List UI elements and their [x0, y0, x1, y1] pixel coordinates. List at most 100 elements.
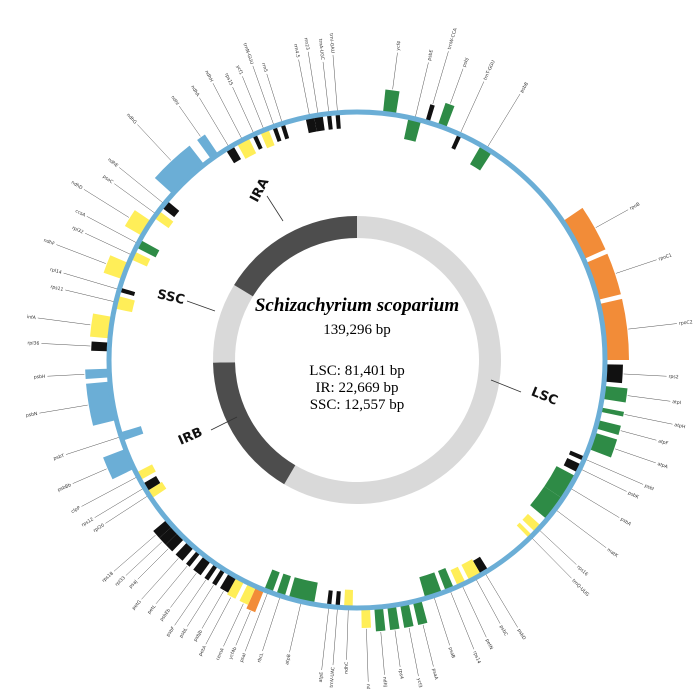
- gene-leader-rps15: [232, 86, 254, 134]
- gene-leader-rpl32: [85, 232, 132, 255]
- gene-label-psbE: psbE: [426, 49, 434, 61]
- gene-label-psbJ: psbJ: [461, 57, 470, 68]
- gene-leader-rps16: [538, 529, 577, 565]
- gene-label-rpoC2: rpoC2: [679, 319, 693, 327]
- gene-psaB: [419, 572, 442, 599]
- region-arc-lsc: [284, 216, 502, 504]
- gene-label-rpoC1: rpoC1: [658, 252, 673, 262]
- gene-rpoC2: [600, 298, 629, 360]
- gene-label-rps4: rps4: [397, 669, 404, 680]
- gene-leader-ndhE: [119, 167, 164, 204]
- gene-label-psbL: psbL: [178, 626, 189, 639]
- gene-label-atpE: atpE: [318, 672, 325, 683]
- gene-label-psbN: psbN: [26, 411, 39, 419]
- gene-leader-rpl20: [105, 495, 149, 524]
- gene-leader-trnA-UGC: [322, 61, 330, 113]
- genome-length: 139,296 bp: [323, 322, 391, 338]
- gene-leader-ndhA: [199, 97, 229, 147]
- gene-rpl33: [159, 527, 178, 545]
- gene-label-ndhK: ndhK: [365, 684, 371, 689]
- gene-trnT-GGU: [451, 133, 462, 150]
- gene-leader-rps12: [94, 488, 144, 518]
- gene-leader-rps2: [623, 373, 667, 377]
- gene-leader-psbH: [47, 374, 85, 377]
- gene-label-ndhG: ndhG: [125, 112, 138, 125]
- gene-label-rpl14: rpl14: [49, 267, 62, 276]
- gene-label-rps11: rps11: [50, 284, 64, 293]
- gene-leader-psbF: [174, 579, 206, 626]
- gene-label-trnA-UGC: trnA-UGC: [317, 38, 325, 60]
- gene-label-rpl33: rpl33: [114, 575, 127, 588]
- gene-leader-rps4: [394, 630, 401, 668]
- gene-label-ccsA: ccsA: [74, 208, 87, 219]
- region-label-ira: IRA: [247, 176, 272, 205]
- gene-trnA-UGC: [326, 113, 333, 130]
- gene-label-ycf4: ycf4: [395, 41, 402, 52]
- gene-label-ndhC: ndhC: [344, 662, 350, 674]
- gene-leader-rpoC2: [628, 323, 677, 330]
- gene-leader-ndhD: [83, 189, 130, 218]
- gene-label-psaB: psaB: [447, 646, 456, 659]
- gene-label-rps14: rps14: [471, 650, 481, 664]
- gene-label-ycf3: ycf3: [415, 678, 423, 689]
- region-arc-irb: [213, 362, 296, 485]
- gene-rpl20: [146, 481, 167, 499]
- irb-leader: [210, 416, 238, 431]
- gene-leader-psbC: [475, 578, 501, 624]
- gene-label-psbEb: psbEb: [159, 608, 172, 623]
- gene-leader-psbT: [65, 436, 121, 455]
- gene-label-trnI-GAU: trnI-GAU: [328, 33, 336, 53]
- gene-psbJb: [219, 574, 236, 593]
- gene-leader-rpl33: [125, 541, 162, 576]
- gene-leader-atpF: [620, 430, 657, 441]
- gene-label-psbB: psbB: [519, 81, 530, 94]
- gene-leader-rps18: [113, 534, 156, 572]
- gene-rbcL: [276, 573, 291, 598]
- gene-label-ndhA: ndhA: [189, 85, 201, 99]
- gene-leader-trnQ-UUG: [531, 537, 572, 579]
- gene-label-rrn5: rrn5: [260, 62, 269, 73]
- gene-leader-cemA: [223, 603, 244, 647]
- ir-length: IR: 22,669 bp: [316, 380, 399, 396]
- gene-label-rrn4.5: rrn4.5: [292, 44, 301, 59]
- gene-leader-psbE: [414, 62, 429, 118]
- gene-psaJ: [165, 533, 184, 552]
- gene-leader-psbJ: [450, 68, 464, 104]
- gene-psaA: [413, 601, 428, 626]
- gene-label-ycf4b: ycf4b: [228, 646, 239, 660]
- gene-label-psbC: psbC: [498, 624, 509, 637]
- gene-rps11: [114, 295, 135, 313]
- gene-leader-psbD: [485, 573, 518, 628]
- gene-leader-atpE: [321, 607, 330, 671]
- gene-leader-ndhJ: [380, 631, 385, 675]
- gene-label-ndhI: ndhI: [169, 95, 180, 107]
- gene-label-ndhF: ndhF: [43, 237, 56, 247]
- gene-label-ndhH: ndhH: [203, 69, 214, 83]
- ssc-leader: [186, 300, 216, 312]
- gene-leader-petG: [141, 558, 179, 600]
- gene-leader-ndhG: [137, 124, 171, 161]
- gene-label-rps15: rps15: [223, 72, 234, 86]
- gene-label-rpl32: rpl32: [71, 225, 84, 236]
- gene-leader-ycf4: [392, 52, 398, 90]
- gene-leader-atpI: [627, 395, 671, 402]
- gene-ccsA: [136, 239, 160, 258]
- gene-leader-petA: [205, 597, 231, 645]
- gene-leader-psbJb: [201, 591, 224, 629]
- gene-petA: [227, 578, 244, 599]
- lsc-leader: [490, 379, 522, 393]
- gene-rps14: [437, 568, 454, 592]
- gene-leader-psaB: [433, 596, 450, 646]
- gene-rps15: [252, 133, 263, 150]
- gene-label-psbBb: psbBb: [57, 482, 73, 493]
- gene-rpl36: [91, 341, 108, 352]
- gene-leader-petL: [155, 565, 188, 604]
- gene-leader-psbK: [580, 468, 627, 492]
- gene-psbEb: [193, 557, 211, 576]
- gene-ndhK: [361, 609, 372, 628]
- gene-label-petG: petG: [131, 599, 143, 612]
- gene-label-rps2: rps2: [668, 374, 678, 381]
- gene-atpF: [597, 420, 621, 435]
- gene-infA: [90, 313, 111, 339]
- gene-leader-ndhH: [212, 83, 243, 140]
